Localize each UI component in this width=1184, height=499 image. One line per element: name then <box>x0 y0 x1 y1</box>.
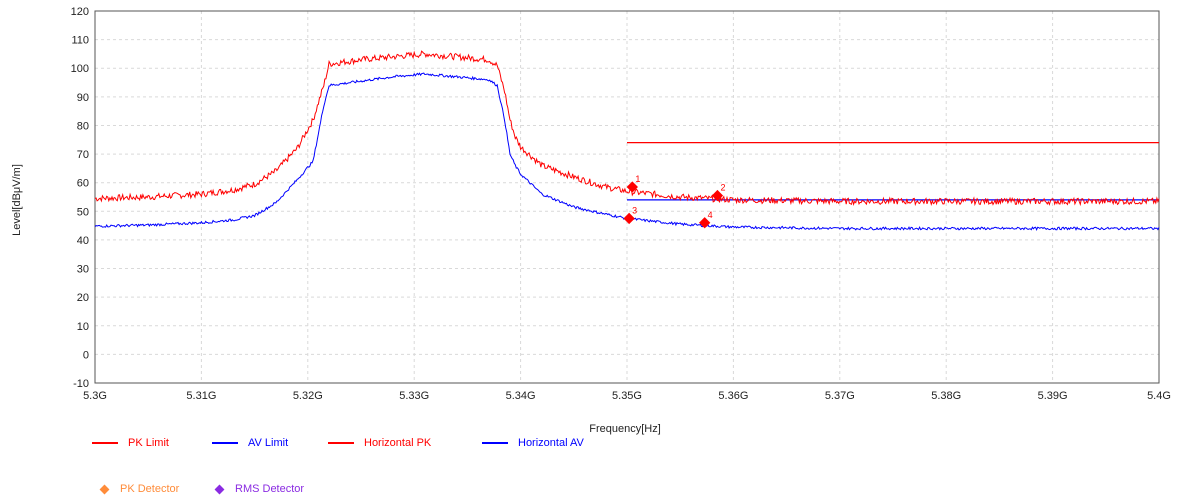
marker-4 <box>699 217 711 229</box>
x-tick-label: 5.32G <box>293 390 323 402</box>
legend-swatch-av-limit <box>212 442 238 444</box>
y-axis-label: Level[dBμV/m] <box>11 164 23 236</box>
legend-swatch-horizontal-av <box>482 442 508 444</box>
x-tick-label: 5.33G <box>399 390 429 402</box>
x-tick-label: 5.37G <box>825 390 855 402</box>
diamond-icon <box>214 484 225 494</box>
x-tick-label: 5.34G <box>506 390 536 402</box>
x-axis-ticks: 5.3G 5.31G 5.32G 5.33G 5.34G 5.35G 5.36G 5.37G 5… <box>83 390 1171 402</box>
legend-swatch-pk-limit <box>92 442 118 444</box>
y-tick-label: 30 <box>77 264 89 276</box>
y-tick-label: 70 <box>77 149 89 161</box>
legend-item-pk-limit: PK Limit <box>92 437 169 449</box>
marker-label-3: 3 <box>632 205 637 215</box>
legend-label-horizontal-av: Horizontal AV <box>518 437 584 449</box>
y-tick-label: 20 <box>77 292 89 304</box>
y-tick-label: 80 <box>77 120 89 132</box>
legend-item-horizontal-pk: Horizontal PK <box>328 437 431 449</box>
x-tick-label: 5.38G <box>931 390 961 402</box>
series-horizontal-pk <box>94 50 1160 207</box>
legend-item-horizontal-av: Horizontal AV <box>482 437 584 449</box>
y-tick-label: 0 <box>83 349 89 361</box>
legend-item-pk-detector: PK Detector <box>97 483 179 495</box>
marker-label-2: 2 <box>720 183 725 193</box>
legend-item-rms-detector: RMS Detector <box>212 483 304 495</box>
x-tick-label: 5.35G <box>612 390 642 402</box>
y-tick-label: 90 <box>77 92 89 104</box>
y-tick-label: 40 <box>77 235 89 247</box>
marker-group: 1 2 3 4 <box>623 174 725 229</box>
x-tick-label: 5.36G <box>718 390 748 402</box>
y-tick-label: 50 <box>77 206 89 218</box>
legend-label-horizontal-pk: Horizontal PK <box>364 437 432 449</box>
y-tick-label: 100 <box>71 63 89 75</box>
marker-3 <box>623 212 635 225</box>
y-tick-label: 110 <box>71 35 89 47</box>
x-tick-label: 5.3G <box>83 390 107 402</box>
y-tick-label: 60 <box>77 178 89 190</box>
marker-label-1: 1 <box>635 174 640 184</box>
marker-2 <box>711 189 724 202</box>
legend-label-pk-limit: PK Limit <box>128 437 169 449</box>
y-tick-label: 10 <box>77 321 89 333</box>
x-axis-label: Frequency[Hz] <box>589 423 661 435</box>
legend-label-av-limit: AV Limit <box>248 437 289 449</box>
legend-item-av-limit: AV Limit <box>212 437 288 449</box>
marker-label-4: 4 <box>708 210 713 220</box>
plot-frame <box>94 10 1160 384</box>
marker-1 <box>626 181 638 193</box>
x-tick-label: 5.31G <box>186 390 216 402</box>
legend-label-rms-detector: RMS Detector <box>235 483 305 495</box>
x-tick-label: 5.39G <box>1038 390 1068 402</box>
y-tick-label: 120 <box>71 6 89 18</box>
y-tick-label: -10 <box>73 378 89 390</box>
y-axis-ticks: -10 0 10 20 30 40 50 60 70 80 90 100 110 120 <box>71 6 89 390</box>
diamond-icon <box>99 484 110 494</box>
x-tick-label: 5.4G <box>1147 390 1171 402</box>
legend-label-pk-detector: PK Detector <box>120 483 180 495</box>
legend-swatch-horizontal-pk <box>328 442 354 444</box>
grid <box>94 10 1160 384</box>
